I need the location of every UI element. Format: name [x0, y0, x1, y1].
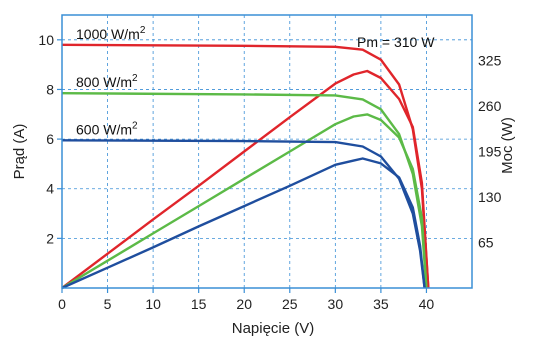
series-label-main: 800 W/m	[76, 74, 132, 90]
pmax-annotation: Pm = 310 W	[357, 34, 435, 50]
series-current-curve	[61, 43, 430, 289]
x-tick-label: 5	[104, 296, 112, 312]
x-tick-label: 0	[58, 296, 66, 312]
grid-layer	[62, 15, 472, 288]
y2-tick-label: 195	[478, 144, 502, 160]
y2-tick-label: 130	[478, 189, 502, 205]
series-label-sup: 2	[140, 25, 146, 36]
series-layer	[61, 43, 430, 290]
x-tick-label: 40	[419, 296, 435, 312]
y-tick-label: 4	[46, 181, 54, 197]
series-power-curve	[61, 157, 426, 290]
y-tick-label: 6	[46, 131, 54, 147]
y-tick-label: 2	[46, 230, 54, 246]
y-tick-label: 8	[46, 81, 54, 97]
x-tick-label: 35	[373, 296, 389, 312]
x-tick-label: 30	[328, 296, 344, 312]
y2-tick-label: 260	[478, 98, 502, 114]
series-label: 800 W/m2	[76, 73, 138, 90]
y2-tick-label: 325	[478, 53, 502, 69]
series-label-sup: 2	[132, 73, 138, 84]
y-tick-label: 10	[38, 32, 54, 48]
x-tick-label: 20	[236, 296, 252, 312]
y2-axis-title: Moc (W)	[499, 117, 516, 174]
frame-layer	[57, 14, 473, 293]
plot-frame	[61, 14, 473, 289]
series-current-curve	[61, 92, 428, 289]
series-label: 600 W/m2	[76, 120, 138, 137]
y-axis-title: Prąd (A)	[11, 124, 28, 180]
series-label-sup: 2	[132, 120, 138, 131]
x-tick-label: 15	[191, 296, 207, 312]
series-current-curve	[61, 139, 426, 289]
series-label: 1000 W/m2	[76, 25, 146, 42]
text-layer: 0 5 10 15 20 25 30 35 40 2 4 6 8 10 65 130 195 260 325 1000…	[11, 25, 516, 337]
x-axis-title: Napięcie (V)	[232, 320, 315, 337]
x-tick-label: 10	[145, 296, 161, 312]
y2-tick-label: 65	[478, 235, 494, 251]
series-label-main: 1000 W/m	[76, 26, 140, 42]
series-label-main: 600 W/m	[76, 121, 132, 137]
x-tick-label: 25	[282, 296, 298, 312]
